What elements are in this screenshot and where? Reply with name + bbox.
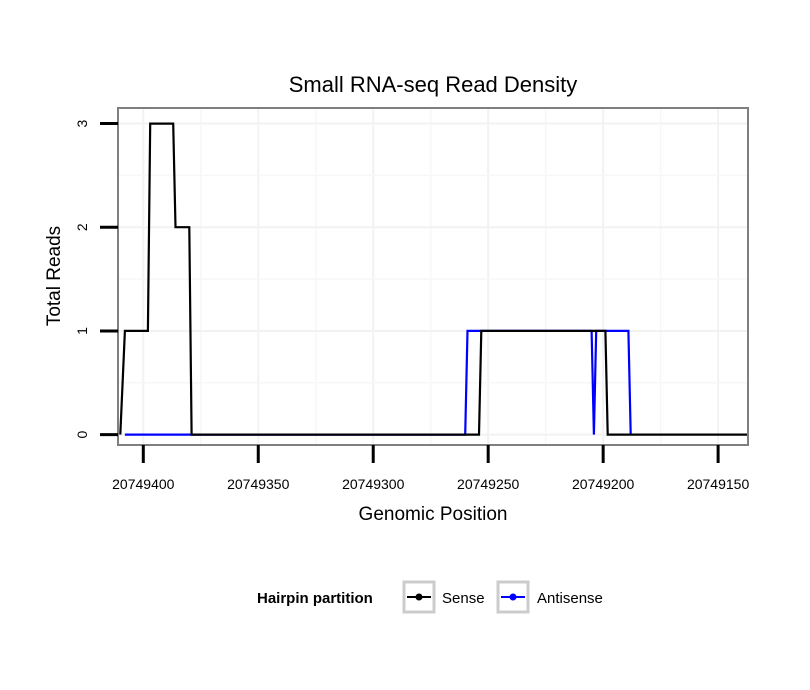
x-tick-label: 20749250 xyxy=(457,476,520,492)
y-tick-label: 1 xyxy=(74,327,90,335)
x-tick-label: 20749200 xyxy=(572,476,635,492)
x-tick-label: 20749300 xyxy=(342,476,405,492)
y-tick-label: 3 xyxy=(74,119,90,127)
chart-title: Small RNA-seq Read Density xyxy=(289,72,578,97)
legend-point-sense xyxy=(415,593,423,601)
x-tick-label: 20749400 xyxy=(112,476,175,492)
plot-background xyxy=(118,108,748,445)
legend-label-sense: Sense xyxy=(442,590,485,607)
legend-point-antisense xyxy=(509,593,517,601)
legend-title: Hairpin partition xyxy=(257,590,373,607)
y-tick-label: 2 xyxy=(74,223,90,231)
x-tick-label: 20749150 xyxy=(687,476,750,492)
x-axis: 20749400 20749350 20749300 20749250 20749200… xyxy=(112,445,749,492)
y-tick-label: 0 xyxy=(74,431,90,439)
x-tick-label: 20749350 xyxy=(227,476,290,492)
legend: Hairpin partition Sense Antisense xyxy=(257,580,603,614)
series-layer xyxy=(119,122,748,436)
plot-border xyxy=(117,107,749,446)
y-axis-label: Total Reads xyxy=(44,226,65,326)
y-axis: 0 1 2 3 xyxy=(74,119,118,439)
series-line-sense xyxy=(119,122,748,436)
x-axis-label: Genomic Position xyxy=(359,504,508,525)
legend-label-antisense: Antisense xyxy=(537,590,603,607)
